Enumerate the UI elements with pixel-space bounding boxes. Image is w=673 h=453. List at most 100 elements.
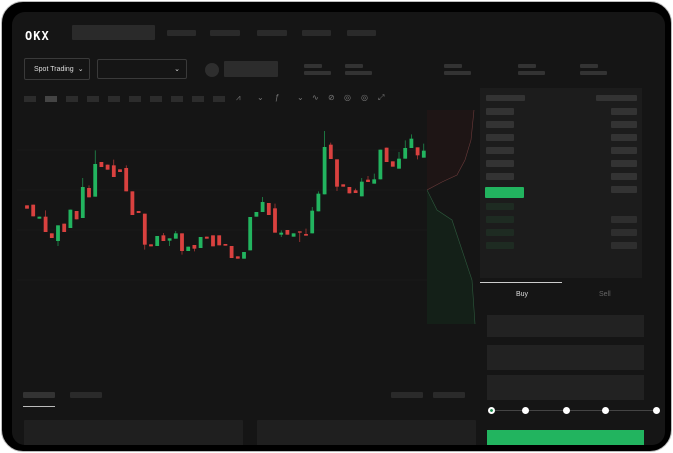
stat-value (304, 71, 331, 75)
candle-up (155, 236, 160, 246)
buy-button[interactable] (487, 430, 644, 445)
sell-tab[interactable]: Sell (599, 291, 611, 298)
stat-value (518, 71, 545, 75)
slider-handle[interactable] (488, 407, 495, 414)
orders-panel (24, 420, 243, 445)
candlestick-chart[interactable] (12, 12, 427, 302)
stat-label (444, 64, 462, 68)
candle-down (341, 184, 346, 187)
candle-down (217, 235, 222, 246)
line-tool-icon[interactable]: ∿ (312, 93, 319, 102)
candle-down (347, 187, 352, 194)
price-input[interactable] (487, 315, 644, 337)
nav-item[interactable] (257, 30, 287, 36)
total-input[interactable] (487, 375, 644, 400)
slider-step[interactable] (563, 407, 570, 414)
timeframe-button[interactable] (24, 96, 36, 102)
nav-item[interactable] (302, 30, 331, 36)
nav-item[interactable] (167, 30, 196, 36)
spot-trading-dropdown[interactable]: Spot Trading ⌄ (24, 58, 90, 80)
bottom-tab-orders[interactable] (23, 392, 55, 398)
candle-up (359, 181, 364, 197)
nav-item[interactable] (347, 30, 376, 36)
chart-type-icon[interactable]: ⌄ (257, 93, 264, 102)
pen-icon[interactable]: ⊘ (328, 93, 335, 102)
camera-icon[interactable]: ◎ (344, 93, 351, 102)
trading-screen: OKX Spot Trading ⌄ ⌄ ⩘ ⌄ ƒ ⌄ ∿ ⊘ ◎ ◎ ⤢ ▤ (12, 12, 665, 445)
ask-amount (611, 160, 637, 167)
buy-tab[interactable]: Buy (516, 291, 529, 298)
timeframe-button[interactable] (192, 96, 204, 102)
buy-tab-underline (480, 282, 562, 283)
candle-down (192, 245, 197, 249)
timeframe-button[interactable] (108, 96, 120, 102)
candle-up (291, 233, 296, 237)
candle-down (25, 205, 29, 209)
slider-step[interactable] (602, 407, 609, 414)
timeframe-button[interactable] (213, 96, 225, 102)
bid-price (486, 203, 514, 210)
candle-up (397, 158, 401, 169)
timeframe-button[interactable] (87, 96, 99, 102)
candle-up (186, 246, 191, 251)
timeframe-button[interactable] (150, 96, 162, 102)
order-book (480, 88, 642, 278)
candle-down (130, 191, 135, 215)
search-input[interactable] (72, 25, 155, 40)
candle-down (273, 208, 277, 233)
ask-amount (611, 186, 637, 193)
candle-down (161, 235, 166, 241)
candle-down (149, 244, 153, 247)
candle-down (304, 234, 308, 236)
candle-down (366, 179, 370, 182)
candle-down (99, 162, 104, 167)
candle-down (111, 165, 116, 177)
stat-value (345, 71, 372, 75)
timeframe-button[interactable] (171, 96, 183, 102)
timeframe-button[interactable] (66, 96, 78, 102)
nav-item[interactable] (210, 30, 240, 36)
candle-down (62, 223, 67, 232)
chevron-down-icon: ⌄ (174, 66, 180, 73)
fullscreen-icon[interactable]: ⤢ (378, 93, 385, 102)
ask-amount (611, 134, 637, 141)
candle-down (142, 213, 147, 245)
candle-down (384, 147, 389, 162)
ask-price (486, 134, 514, 141)
bottom-action[interactable] (391, 392, 423, 398)
candle-up (403, 148, 408, 159)
timeframe-button[interactable] (45, 96, 57, 102)
indicator-icon[interactable]: ⩘ (236, 93, 241, 102)
candle-up (260, 202, 265, 212)
candle-up (409, 138, 414, 148)
slider-step[interactable] (522, 407, 529, 414)
candle-up (37, 216, 42, 219)
circle-icon[interactable]: ◎ (361, 93, 368, 102)
last-price (485, 187, 524, 198)
ask-depth (427, 110, 474, 190)
timeframe-button[interactable] (129, 96, 141, 102)
settings-icon[interactable]: ⌄ (297, 93, 304, 102)
candle-up (378, 149, 383, 180)
candle-up (242, 252, 246, 259)
pair-dropdown[interactable]: ⌄ (97, 59, 187, 79)
candle-down (124, 168, 129, 192)
okx-logo: OKX (25, 29, 50, 43)
slider-step[interactable] (653, 407, 660, 414)
bid-amount (611, 229, 637, 236)
coin-icon (205, 63, 219, 77)
bottom-action[interactable] (433, 392, 465, 398)
amount-input[interactable] (487, 345, 644, 370)
fx-icon[interactable]: ƒ (275, 93, 280, 102)
leverage-slider[interactable] (491, 410, 659, 411)
ask-price (486, 121, 514, 128)
candle-down (74, 211, 79, 220)
bottom-tab-history[interactable] (70, 392, 102, 398)
candle-up (279, 232, 284, 235)
candle-up (316, 193, 321, 212)
stat-label (345, 64, 363, 68)
candle-up (173, 233, 178, 239)
candle-down (297, 231, 302, 233)
stat-label (304, 64, 322, 68)
